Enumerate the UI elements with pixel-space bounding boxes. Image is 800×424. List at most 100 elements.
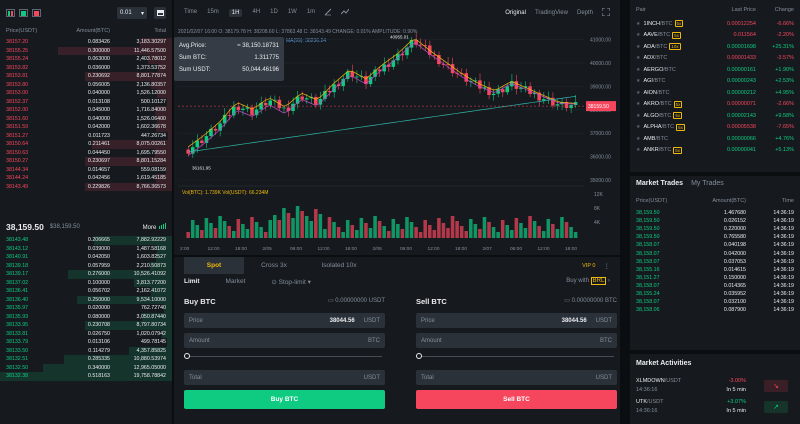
ask-row[interactable]: 38144.34 0.014657 559.08159 xyxy=(0,165,172,174)
star-icon[interactable]: ★ xyxy=(636,55,641,62)
activity-item[interactable]: XLMDOWN/USDT 14:36:16 -3.00% In 5 min ↘ xyxy=(636,378,794,398)
bid-row[interactable]: 38139.18 0.057959 2,210.50873 xyxy=(0,261,172,270)
bid-row[interactable]: 38136.41 0.056702 2,162.41072 xyxy=(0,287,172,296)
bid-row[interactable]: 38132.51 0.285335 10,880.53974 xyxy=(0,355,172,364)
settings-icon[interactable] xyxy=(154,7,166,19)
interval-tab[interactable]: 1W xyxy=(287,9,297,15)
order-book-both-icon[interactable] xyxy=(6,9,15,17)
view-tab[interactable]: Original xyxy=(505,10,526,16)
market-row[interactable]: ★ AERGO/BTC 0.00000161 +1.90% xyxy=(630,64,800,76)
star-icon[interactable]: ★ xyxy=(636,78,641,85)
star-icon[interactable]: ★ xyxy=(636,147,641,154)
bid-row[interactable]: 38143.48 0.206665 7,882.92229 xyxy=(0,236,172,245)
ask-row[interactable]: 38150.64 0.211461 8,075.00261 xyxy=(0,140,172,149)
buy-total-field[interactable]: Total USDT xyxy=(184,370,385,385)
tab-my-trades[interactable]: My Trades xyxy=(691,180,724,187)
bid-row[interactable]: 38139.17 0.276000 10,526.41092 xyxy=(0,270,172,279)
view-tab[interactable]: Depth xyxy=(576,10,593,16)
ask-row[interactable]: 38151.60 0.040000 1,526.06400 xyxy=(0,114,172,123)
ask-row[interactable]: 38153.00 0.040000 1,526.12000 xyxy=(0,89,172,98)
interval-tab[interactable]: Time xyxy=(184,9,198,15)
star-icon[interactable]: ★ xyxy=(636,20,641,27)
bid-row[interactable]: 38135.93 0.080000 3,050.87440 xyxy=(0,312,172,321)
market-row[interactable]: ★ ADA/BTC 10x 0.00001698 +25.31% xyxy=(630,41,800,53)
market-row[interactable]: ★ ADX/BTC 0.00001433 -3.57% xyxy=(630,53,800,65)
ask-row[interactable]: 38155.25 0.300000 11,446.57500 xyxy=(0,46,172,55)
star-icon[interactable]: ★ xyxy=(636,135,641,142)
star-icon[interactable]: ★ xyxy=(636,43,641,50)
sell-amount-slider[interactable] xyxy=(416,353,617,359)
tab-isolated[interactable]: Isolated 10x xyxy=(321,262,357,269)
order-book-bids-icon[interactable] xyxy=(19,9,28,17)
view-tab[interactable]: TradingView xyxy=(534,10,568,16)
market-row[interactable]: ★ ALPHA/BTC 5x 0.00005538 -7.65% xyxy=(630,122,800,134)
tab-cross[interactable]: Cross 3x xyxy=(261,262,287,269)
interval-tab[interactable]: 1m xyxy=(306,9,316,15)
buy-price-field[interactable]: Price 38044.56 USDT xyxy=(184,313,385,328)
ask-row[interactable]: 38157.20 0.083426 3,183.30297 xyxy=(0,38,172,47)
buy-amount-slider[interactable] xyxy=(184,353,385,359)
buy-button[interactable]: Buy BTC xyxy=(184,390,385,409)
ask-row[interactable]: 38152.37 0.013108 500.10127 xyxy=(0,97,172,106)
bid-row[interactable]: 38143.12 0.039000 1,487.58168 xyxy=(0,244,172,253)
bid-row[interactable]: 38136.40 0.250000 9,534.10000 xyxy=(0,295,172,304)
slider-knob[interactable] xyxy=(184,353,190,359)
market-row[interactable]: ★ AMB/BTC 0.00000066 +4.76% xyxy=(630,133,800,145)
market-row[interactable]: ★ 1INCH/BTC 5x 0.00012254 -6.66% xyxy=(630,18,800,30)
sell-total-field[interactable]: Total USDT xyxy=(416,370,617,385)
ask-row[interactable]: 38153.81 0.230692 8,801.77874 xyxy=(0,72,172,81)
star-icon[interactable]: ★ xyxy=(636,32,641,39)
order-book-asks-icon[interactable] xyxy=(32,9,41,17)
ask-row[interactable]: 38155.24 0.063000 2,403.78012 xyxy=(0,55,172,64)
star-icon[interactable]: ★ xyxy=(636,89,641,96)
bid-row[interactable]: 38132.38 0.518163 19,758.78842 xyxy=(0,372,172,381)
indicator-icon[interactable] xyxy=(340,8,350,18)
tab-market[interactable]: Market xyxy=(225,278,246,285)
tab-limit[interactable]: Limit xyxy=(184,278,200,285)
tab-market-trades[interactable]: Market Trades xyxy=(636,180,684,187)
slider-knob[interactable] xyxy=(416,353,422,359)
ask-row[interactable]: 38150.27 0.230697 8,801.15284 xyxy=(0,157,172,166)
market-row[interactable]: ★ AGI/BTC 0.00000243 +2.53% xyxy=(630,76,800,88)
buy-with-select[interactable]: Buy with BRL › xyxy=(566,277,610,285)
market-row[interactable]: ★ ANKR/BTC 5x 0.00000041 +5.13% xyxy=(630,145,800,157)
interval-tab[interactable]: 1D xyxy=(270,9,278,15)
market-row[interactable]: ★ ALGO/BTC 5x 0.00002143 +9.58% xyxy=(630,110,800,122)
sell-amount-field[interactable]: Amount BTC xyxy=(416,333,617,348)
star-icon[interactable]: ★ xyxy=(636,112,641,119)
market-row[interactable]: ★ AKRO/BTC 5x 0.00000071 -2.66% xyxy=(630,99,800,111)
precision-select[interactable]: 0.01 ▾ xyxy=(117,7,147,19)
more-link[interactable]: More xyxy=(143,223,166,231)
interval-tab[interactable]: 1H xyxy=(228,9,243,17)
bid-row[interactable]: 38133.50 0.114279 4,357.85825 xyxy=(0,346,172,355)
interval-tab[interactable]: 4H xyxy=(252,9,261,15)
market-row[interactable]: ★ AAVE/BTC 5x 0.011564 -2.20% xyxy=(630,30,800,42)
star-icon[interactable]: ★ xyxy=(636,124,641,131)
ask-row[interactable]: 38144.24 0.042456 1,619.45185 xyxy=(0,174,172,183)
ask-row[interactable]: 38151.59 0.042000 1,602.36678 xyxy=(0,123,172,132)
star-icon[interactable]: ★ xyxy=(636,101,641,108)
bid-row[interactable]: 38133.79 0.013106 499.78145 xyxy=(0,338,172,347)
activity-item[interactable]: UTK/USDT 14:36:16 +3.07% In 5 min ↗ xyxy=(636,399,794,419)
tab-spot[interactable]: Spot xyxy=(184,257,244,274)
bid-row[interactable]: 38137.02 0.100000 3,813.77200 xyxy=(0,278,172,287)
ask-row[interactable]: 38153.82 0.036000 1,373.53752 xyxy=(0,63,172,72)
bid-row[interactable]: 38132.50 0.340000 12,965.05000 xyxy=(0,363,172,372)
ask-row[interactable]: 38150.63 0.044450 1,695.79550 xyxy=(0,148,172,157)
bid-row[interactable]: 38133.81 0.026750 1,020.07942 xyxy=(0,329,172,338)
bid-row[interactable]: 38135.97 0.020000 762.72740 xyxy=(0,304,172,313)
sell-button[interactable]: Sell BTC xyxy=(416,390,617,409)
bid-row[interactable]: 38140.91 0.042050 1,603.82527 xyxy=(0,253,172,262)
star-icon[interactable]: ★ xyxy=(636,66,641,73)
sell-price-field[interactable]: Price 38044.56 USDT xyxy=(416,313,617,328)
ask-row[interactable]: 38151.27 0.011723 447.26734 xyxy=(0,131,172,140)
interval-tab[interactable]: 15m xyxy=(207,9,219,15)
ask-row[interactable]: 38143.49 0.229826 8,766.36573 xyxy=(0,182,172,191)
bid-row[interactable]: 38133.95 0.230708 8,797.80734 xyxy=(0,321,172,330)
ask-row[interactable]: 38153.80 0.056005 2,136.80357 xyxy=(0,80,172,89)
buy-amount-field[interactable]: Amount BTC xyxy=(184,333,385,348)
market-row[interactable]: ★ AION/BTC 0.00000212 +4.95% xyxy=(630,87,800,99)
draw-icon[interactable] xyxy=(324,8,332,18)
more-options-icon[interactable]: ⋮ xyxy=(603,262,611,270)
tab-stop-limit[interactable]: ⊙ Stop-limit ▾ xyxy=(271,279,311,286)
